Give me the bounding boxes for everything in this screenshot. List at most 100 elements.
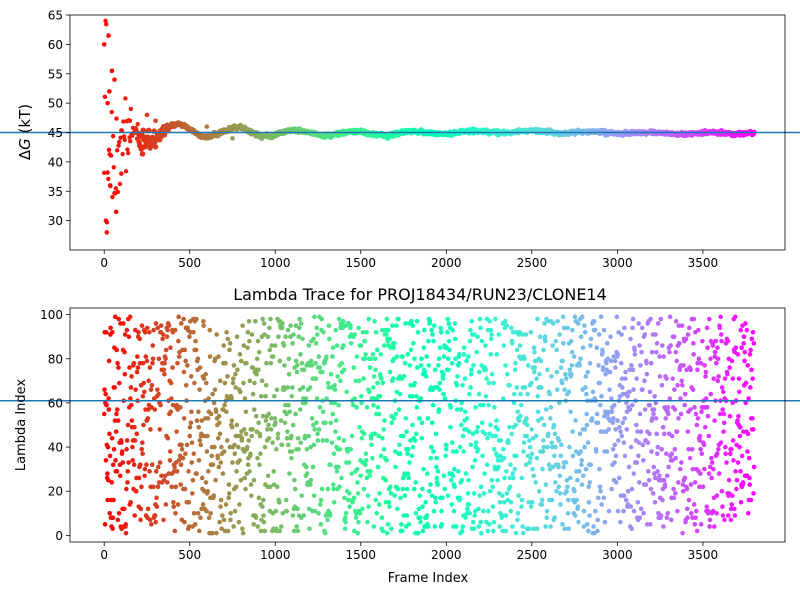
lambda-point: [180, 455, 186, 461]
lambda-point: [673, 455, 678, 461]
lambda-point: [434, 455, 439, 461]
lambda-point: [563, 371, 568, 377]
lambda-point: [694, 422, 700, 428]
lambda-point: [402, 493, 408, 498]
lambda-point: [379, 376, 384, 381]
lambda-point: [323, 420, 328, 426]
lambda-point: [445, 329, 450, 335]
lambda-point: [719, 488, 725, 494]
lambda-point: [370, 385, 376, 390]
lambda-point: [195, 511, 201, 516]
lambda-point: [501, 455, 507, 461]
lambda-point: [531, 369, 537, 375]
lambda-point: [708, 391, 714, 397]
lambda-point: [260, 316, 265, 322]
lambda-point: [531, 473, 537, 479]
lambda-point: [192, 522, 198, 527]
lambda-point: [298, 321, 304, 326]
lambda-point: [184, 442, 190, 448]
lambda-point: [395, 486, 401, 492]
lambda-point: [576, 519, 581, 525]
lambda-point: [675, 508, 680, 514]
lambda-point: [320, 369, 325, 375]
lambda-point: [730, 438, 736, 443]
lambda-point: [511, 391, 517, 397]
lambda-point: [490, 433, 495, 439]
lambda-point: [208, 511, 213, 516]
lambda-point: [375, 380, 380, 386]
lambda-point: [401, 374, 407, 379]
delta-g-point: [117, 181, 123, 187]
delta-g-point: [105, 100, 110, 106]
lambda-point: [126, 460, 131, 465]
lambda-point: [514, 385, 520, 390]
lambda-point: [500, 528, 505, 534]
lambda-point: [181, 369, 187, 375]
lambda-point: [331, 499, 337, 505]
lambda-point: [486, 508, 491, 514]
lambda-point: [659, 446, 664, 452]
lambda-point: [269, 416, 274, 421]
lambda-point: [751, 341, 757, 346]
lambda-point: [566, 497, 571, 503]
lambda-point: [568, 409, 573, 415]
lambda-point: [194, 316, 199, 322]
lambda-point: [396, 316, 401, 322]
lambda-point: [639, 349, 644, 355]
lambda-point: [296, 334, 302, 339]
lambda-point: [500, 396, 506, 401]
lambda-point: [652, 471, 657, 476]
lambda-point: [456, 352, 462, 357]
lambda-point: [396, 407, 402, 412]
lambda-point: [234, 469, 239, 474]
lambda-point: [563, 376, 569, 381]
lambda-point: [742, 358, 747, 364]
lambda-point: [604, 341, 610, 346]
lambda-point: [583, 374, 589, 379]
delta-g-point: [117, 139, 122, 145]
lambda-point: [729, 502, 735, 507]
lambda-point: [346, 497, 351, 503]
lambda-point: [201, 376, 207, 381]
lambda-point: [643, 482, 649, 487]
lambda-point: [249, 493, 254, 498]
lambda-point: [515, 511, 521, 516]
lambda-point: [716, 446, 721, 452]
lambda-point: [268, 360, 274, 366]
lambda-point: [306, 343, 312, 348]
lambda-point: [412, 380, 418, 386]
lambda-point: [579, 482, 585, 487]
lambda-point: [330, 354, 335, 359]
lambda-point: [717, 325, 723, 331]
lambda-point: [141, 422, 146, 428]
lambda-point: [216, 413, 222, 419]
lambda-point: [588, 462, 594, 468]
lambda-point: [110, 329, 115, 335]
lambda-point: [560, 314, 566, 320]
lambda-point: [655, 321, 661, 326]
lambda-point: [583, 466, 589, 472]
lambda-point: [353, 378, 359, 384]
lambda-point: [468, 442, 474, 448]
lambda-point: [304, 446, 310, 452]
lambda-point: [124, 438, 130, 443]
lambda-point: [488, 336, 494, 342]
lambda-point: [431, 508, 437, 514]
lambda-point: [637, 515, 643, 521]
lambda-point: [716, 471, 722, 476]
delta-g-point: [315, 133, 321, 138]
lambda-point: [290, 422, 296, 428]
lambda-point: [330, 345, 336, 351]
lambda-point: [742, 349, 748, 355]
lambda-point: [743, 380, 749, 386]
x-tick-label: 1500: [346, 256, 377, 270]
lambda-point: [445, 316, 450, 322]
lambda-point: [125, 480, 130, 485]
lambda-point: [659, 382, 665, 388]
lambda-point: [698, 522, 704, 527]
lambda-point: [301, 367, 307, 373]
lambda-point: [328, 420, 334, 426]
delta-g-point: [204, 124, 210, 129]
lambda-point: [256, 349, 262, 355]
lambda-point: [513, 530, 519, 536]
